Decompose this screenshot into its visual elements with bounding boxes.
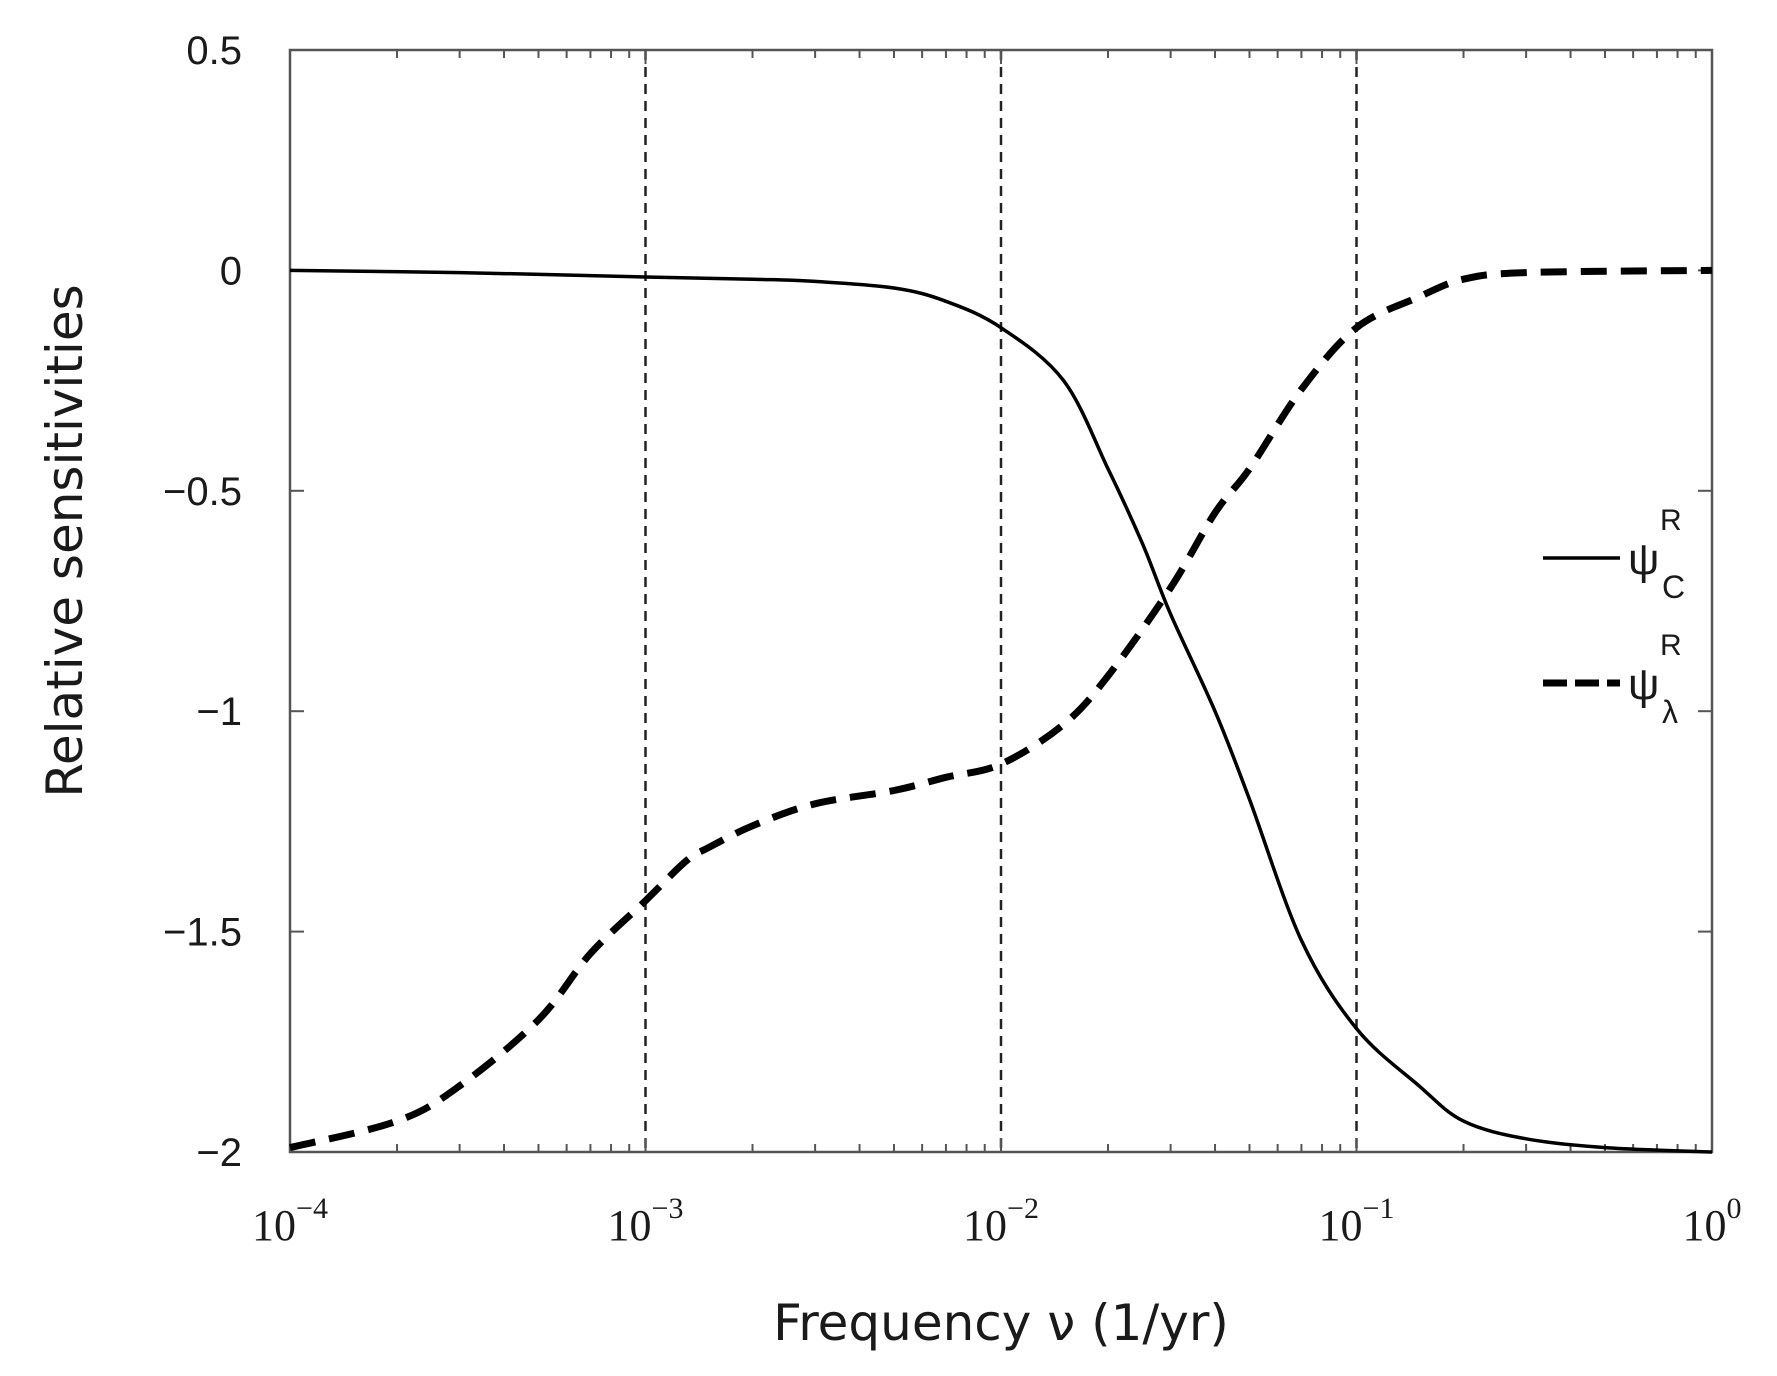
- series-line-psi_C_R: [289, 268, 1713, 1154]
- legend-symbol: ψ: [1628, 535, 1659, 584]
- x-tick-label: 10−1: [1319, 1192, 1395, 1250]
- x-tick-label: 10−2: [963, 1192, 1039, 1250]
- x-tick-label: 10−3: [608, 1192, 684, 1250]
- legend-subscript: λ: [1662, 694, 1678, 730]
- x-tick-label: 100: [1683, 1192, 1742, 1250]
- y-tick-label: −1: [196, 690, 242, 734]
- legend-subscript: C: [1662, 569, 1685, 605]
- x-tick-labels: 10−4 10−3 10−2 10−1 100: [252, 1192, 1741, 1250]
- y-axis-label: Relative sensitivities: [36, 284, 94, 797]
- y-tick-label: 0.5: [186, 29, 242, 73]
- y-tick-label: −2: [196, 1131, 242, 1175]
- y-tick-label: −1.5: [163, 911, 242, 955]
- legend-superscript: R: [1660, 504, 1682, 537]
- y-tick-label: −0.5: [163, 470, 242, 514]
- series-line-psi_lambda_R: [289, 266, 1713, 1151]
- x-axis-label: Frequency ν (1/yr): [773, 1294, 1229, 1352]
- y-tick-label: 0: [220, 249, 242, 293]
- y-tick-labels: 0.5 0 −0.5 −1 −1.5 −2: [163, 29, 242, 1175]
- series-layer: [289, 266, 1713, 1154]
- x-tick-label: 10−4: [252, 1192, 328, 1250]
- legend-symbol: ψ: [1628, 660, 1659, 709]
- axis-ticks: [289, 49, 1712, 1153]
- legend-superscript: R: [1660, 629, 1682, 662]
- reference-lines: [644, 50, 1358, 1152]
